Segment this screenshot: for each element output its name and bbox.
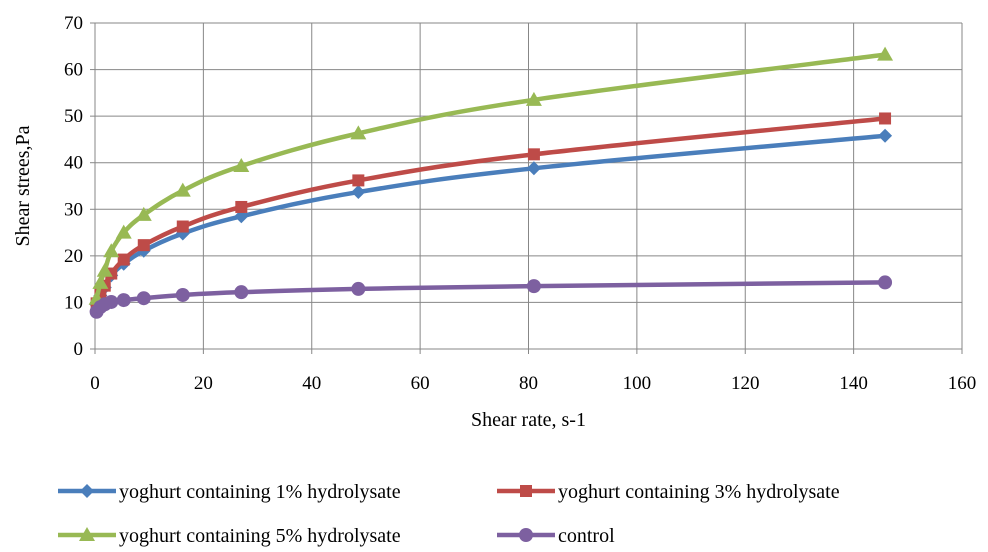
legend-item: yoghurt containing 3% hydrolysate: [497, 481, 840, 503]
grid: [95, 22, 963, 349]
legend-label: yoghurt containing 5% hydrolysate: [119, 525, 401, 547]
circle-marker: [116, 293, 131, 308]
x-tick-label: 20: [194, 373, 213, 394]
triangle-marker: [350, 125, 367, 140]
triangle-marker: [92, 274, 109, 289]
series-3: [88, 46, 894, 305]
square-marker: [520, 485, 532, 497]
circle-marker: [519, 528, 533, 542]
circle-marker: [136, 291, 151, 306]
triangle-marker: [174, 182, 191, 197]
series-4: [89, 275, 893, 319]
diamond-marker: [526, 161, 541, 176]
circle-marker: [104, 294, 119, 309]
diamond-marker: [878, 128, 893, 143]
legend-label: yoghurt containing 1% hydrolysate: [119, 481, 401, 503]
series-group: [88, 46, 894, 319]
square-marker: [235, 200, 248, 213]
square-marker: [879, 112, 892, 125]
y-tick-label: 50: [64, 106, 83, 127]
x-tick-label: 80: [519, 373, 538, 394]
circle-marker: [234, 285, 249, 300]
legend-label: control: [558, 525, 615, 547]
square-marker: [137, 239, 150, 252]
y-tick-label: 0: [74, 339, 84, 360]
y-axis-title: Shear strees,Pa: [12, 125, 34, 246]
legend-item: yoghurt containing 1% hydrolysate: [58, 481, 401, 503]
diamond-marker: [80, 484, 94, 498]
legend-item: control: [497, 525, 615, 547]
square-marker: [527, 148, 540, 161]
x-tick-label: 60: [411, 373, 430, 394]
circle-marker: [175, 287, 190, 302]
axes: 0 10 20 30 40 50 60 70 0 20 40 60 80 100 120 140 160: [64, 13, 976, 394]
legend-label: yoghurt containing 3% hydrolysate: [558, 481, 840, 503]
circle-marker: [351, 281, 366, 296]
y-tick-label: 70: [64, 13, 83, 34]
triangle-marker: [103, 243, 120, 258]
triangle-marker: [233, 157, 250, 172]
y-tick-label: 10: [64, 292, 83, 313]
y-tick-label: 30: [64, 199, 83, 220]
triangle-marker: [525, 91, 542, 106]
triangle-marker: [115, 224, 132, 239]
square-marker: [352, 174, 365, 187]
diamond-marker: [351, 185, 366, 200]
x-tick-label: 160: [948, 373, 977, 394]
triangle-marker: [79, 527, 95, 541]
triangle-marker: [135, 206, 152, 221]
circle-marker: [526, 279, 541, 294]
legend: yoghurt containing 1% hydrolysate yoghurt…: [58, 481, 840, 547]
x-tick-label: 120: [731, 373, 760, 394]
y-tick-label: 60: [64, 60, 83, 81]
square-marker: [117, 253, 130, 266]
x-tick-label: 0: [90, 373, 100, 394]
series-line: [94, 280, 888, 314]
x-tick-label: 100: [623, 373, 652, 394]
y-tick-label: 40: [64, 153, 83, 174]
x-tick-label: 140: [839, 373, 868, 394]
x-tick-label: 40: [302, 373, 321, 394]
square-marker: [176, 220, 189, 233]
triangle-marker: [96, 262, 113, 277]
triangle-marker: [877, 46, 894, 61]
series-2: [90, 112, 892, 310]
series-line: [94, 52, 888, 301]
legend-item: yoghurt containing 5% hydrolysate: [58, 525, 401, 547]
x-axis-title: Shear rate, s-1: [471, 409, 586, 431]
y-tick-label: 20: [64, 246, 83, 267]
circle-marker: [878, 275, 893, 290]
